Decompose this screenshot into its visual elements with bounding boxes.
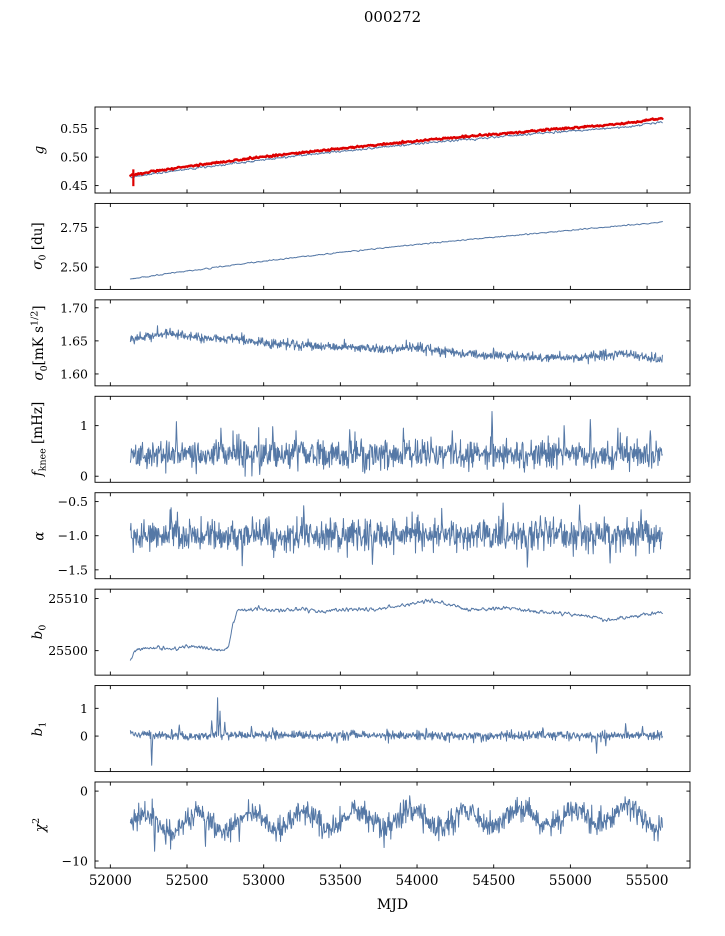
y-label-b1: b1 xyxy=(29,721,49,736)
series-b1-line xyxy=(129,697,663,766)
series-sigma0-du-line xyxy=(129,221,663,280)
y-tick-label-sigma0-mks: 1.65 xyxy=(60,333,88,348)
y-label-sigma0-du: σ0 [du] xyxy=(29,222,49,271)
series-sigma0-mks-line xyxy=(129,325,663,365)
panel-b1: 10 xyxy=(80,685,691,773)
axes-frame-b1 xyxy=(94,685,691,773)
x-axis-label: MJD xyxy=(376,897,409,913)
panel-chi2-plot xyxy=(129,795,663,852)
y-label-sigma0-mks: σ0[mK s1/2] xyxy=(29,305,50,381)
y-label-chi2: χ2 xyxy=(31,817,49,833)
x-tick-label: 53000 xyxy=(242,873,285,889)
y-tick-label-g: 0.55 xyxy=(60,121,88,136)
x-tick-label: 54000 xyxy=(396,873,439,889)
y-tick-label-alpha: −0.5 xyxy=(58,494,88,509)
y-tick-label-g: 0.50 xyxy=(60,150,88,165)
series-alpha-line xyxy=(129,502,663,568)
panel-sigma0-mks: 1.70 1.65 1.60 xyxy=(60,299,691,387)
panel-chi2: 52000 52500 53000 53500 54000 54500 55000 55500… xyxy=(62,781,691,889)
panel-fknee-plot xyxy=(129,410,663,477)
panel-alpha-plot xyxy=(129,502,663,568)
panel-sigma0-du-plot xyxy=(129,221,663,280)
x-tick-label: 54500 xyxy=(472,873,515,889)
y-tick-label-sigma0-mks: 1.70 xyxy=(60,300,88,315)
series-g-blue xyxy=(129,121,663,179)
y-tick-label-g: 0.45 xyxy=(60,178,88,193)
panel-b0-plot xyxy=(129,598,663,661)
axes-frame-b0 xyxy=(94,588,691,676)
y-tick-label-sigma0-du: 2.50 xyxy=(60,260,88,275)
y-tick-label-chi2: −10 xyxy=(62,854,88,869)
series-b0-line xyxy=(129,598,663,661)
y-label-alpha: α xyxy=(31,531,48,541)
y-tick-label-sigma0-mks: 1.60 xyxy=(60,366,88,381)
y-tick-label-fknee: 1 xyxy=(80,418,88,433)
axes-frame-g xyxy=(94,106,691,194)
panel-g: 0.55 0.50 0.45 xyxy=(60,106,691,194)
y-tick-label-b1: 0 xyxy=(80,729,88,744)
y-tick-label-b0: 25500 xyxy=(48,643,88,658)
series-fknee-line xyxy=(129,410,663,477)
x-tick-label: 55000 xyxy=(549,873,592,889)
y-tick-label-chi2: 0 xyxy=(80,784,88,799)
y-tick-label-sigma0-du: 2.75 xyxy=(60,220,88,235)
series-chi2-line xyxy=(129,795,663,852)
y-label-g: g xyxy=(31,145,48,155)
y-label-fknee: fknee [mHz] xyxy=(29,402,49,477)
panel-b0: 25510 25500 xyxy=(48,588,691,676)
panel-b1-plot xyxy=(129,697,663,766)
y-tick-label-alpha: −1.5 xyxy=(58,562,88,577)
axes-frame-chi2 xyxy=(94,781,691,869)
x-tick-label: 53500 xyxy=(319,873,362,889)
axes-frame-fknee xyxy=(94,395,691,483)
series-g-red xyxy=(129,116,664,177)
axes-frame-sigma0-mks xyxy=(94,299,691,387)
y-tick-label-alpha: −1.0 xyxy=(58,528,88,543)
figure-title: 000272 xyxy=(363,8,422,26)
y-tick-label-fknee: 0 xyxy=(80,469,88,484)
panel-g-plot xyxy=(129,116,664,187)
panel-sigma0-du: 2.75 2.50 xyxy=(60,202,691,290)
y-tick-label-b1: 1 xyxy=(80,701,88,716)
panel-alpha: −0.5 −1.0 −1.5 xyxy=(58,492,691,580)
panel-sigma0-mks-plot xyxy=(129,325,663,365)
axes-frame-sigma0-du xyxy=(94,202,691,290)
x-tick-label: 52500 xyxy=(166,873,209,889)
x-tick-label: 55500 xyxy=(626,873,669,889)
panel-fknee: 10 xyxy=(80,395,691,484)
y-label-b0: b0 xyxy=(29,624,49,640)
y-tick-label-b0: 25510 xyxy=(48,591,88,606)
x-tick-label: 52000 xyxy=(89,873,132,889)
